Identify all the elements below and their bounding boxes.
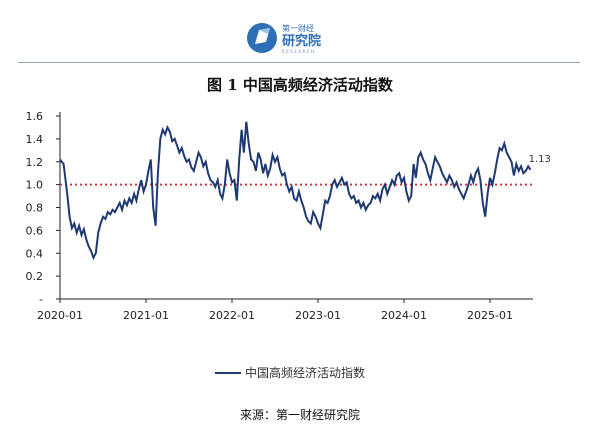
y-tick-label: 0.2 (26, 270, 44, 283)
x-tick-label: 2023-01 (295, 309, 341, 322)
y-tick-label: 1.6 (26, 110, 44, 123)
logo: 第一财经 研究院 RESEARCH (246, 20, 346, 56)
y-tick-label: - (39, 293, 43, 306)
x-tick-label: 2025-01 (467, 309, 513, 322)
y-tick-label: 1.0 (26, 179, 44, 192)
y-tick-label: 0.6 (26, 224, 44, 237)
y-tick-label: 0.8 (26, 202, 44, 215)
y-tick-label: 1.4 (26, 133, 44, 146)
legend: 中国高频经济活动指数 (215, 364, 365, 381)
logo-emblem-icon: 第一财经 研究院 RESEARCH (247, 23, 321, 54)
header-divider (18, 62, 580, 63)
x-tick-label: 2020-01 (37, 309, 83, 322)
logo-line1: 第一财经 (282, 23, 314, 33)
legend-label: 中国高频经济活动指数 (245, 366, 366, 380)
source-note: 来源：第一财经研究院 (239, 408, 360, 422)
logo-line3: RESEARCH (282, 49, 316, 54)
x-tick-label: 2021-01 (123, 309, 169, 322)
y-tick-label: 0.4 (26, 247, 44, 260)
x-tick-label: 2024-01 (381, 309, 427, 322)
series-line (59, 121, 532, 261)
chart-title: 图 1 中国高频经济活动指数 (207, 76, 393, 94)
legend-swatch (215, 371, 241, 374)
logo-line2: 研究院 (282, 33, 321, 49)
y-tick-label: 1.2 (26, 156, 44, 169)
x-tick-label: 2022-01 (209, 309, 255, 322)
end-value-label: 1.13 (529, 154, 551, 165)
